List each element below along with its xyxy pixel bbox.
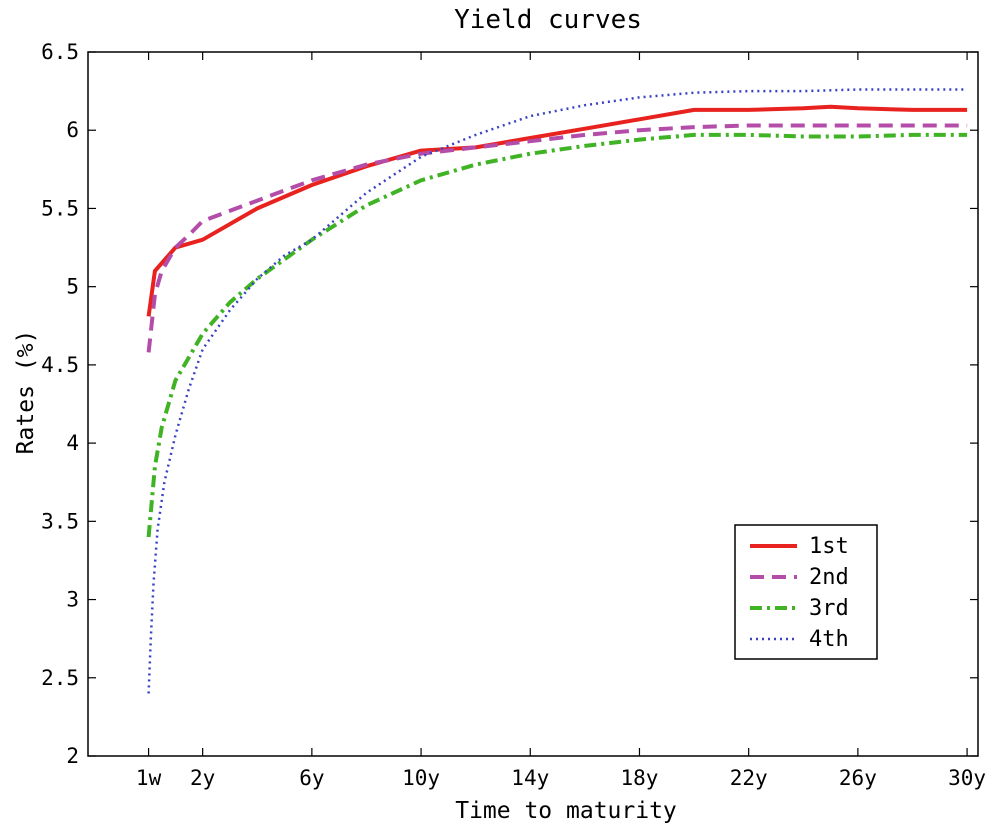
y-tick-label: 5 — [66, 275, 79, 299]
legend-label-1st: 1st — [809, 534, 849, 559]
x-tick-label: 26y — [839, 766, 877, 790]
y-tick-label: 3.5 — [41, 509, 79, 533]
y-tick-label: 6.5 — [41, 40, 79, 64]
y-tick-label: 4 — [66, 431, 79, 455]
x-axis-label: Time to maturity — [455, 798, 677, 824]
x-axis-ticks: 1w 2y 6y 10y 14y 18y 22y 26y 30y — [136, 52, 986, 790]
legend-label-4th: 4th — [809, 627, 849, 652]
y-tick-label: 4.5 — [41, 353, 79, 377]
plot-area-frame — [87, 51, 979, 757]
y-tick-label: 3 — [66, 588, 79, 612]
chart-legend: 1st 2nd 3rd 4th — [734, 524, 878, 660]
y-axis-ticks: 2 2.5 3 3.5 4 4.5 5 5.5 6 6.5 — [41, 40, 978, 768]
series-1st — [146, 104, 968, 317]
x-tick-label: 10y — [402, 766, 440, 790]
y-tick-label: 2 — [66, 744, 79, 768]
y-tick-label: 5.5 — [41, 196, 79, 220]
x-tick-label: 14y — [511, 766, 549, 790]
x-tick-label: 30y — [948, 766, 986, 790]
legend-label-3rd: 3rd — [809, 596, 849, 621]
series-layer — [146, 88, 968, 694]
series-line-3rd — [146, 132, 968, 538]
x-tick-label: 18y — [621, 766, 659, 790]
chart-title: Yield curves — [454, 5, 642, 35]
series-4th — [147, 88, 968, 694]
series-2nd — [146, 123, 968, 353]
y-axis-label: Rates (%) — [13, 330, 39, 455]
x-tick-label: 6y — [299, 766, 324, 790]
series-line-2nd — [146, 123, 968, 353]
x-tick-label: 2y — [190, 766, 215, 790]
legend-label-2nd: 2nd — [809, 565, 849, 590]
series-line-4th — [147, 88, 968, 694]
x-tick-label: 1w — [136, 766, 162, 790]
x-tick-label: 22y — [730, 766, 768, 790]
series-line-1st — [146, 104, 968, 317]
y-tick-label: 6 — [66, 118, 79, 142]
series-3rd — [146, 132, 968, 538]
legend-items: 1st 2nd 3rd 4th — [750, 534, 849, 652]
y-tick-label: 2.5 — [41, 666, 79, 690]
